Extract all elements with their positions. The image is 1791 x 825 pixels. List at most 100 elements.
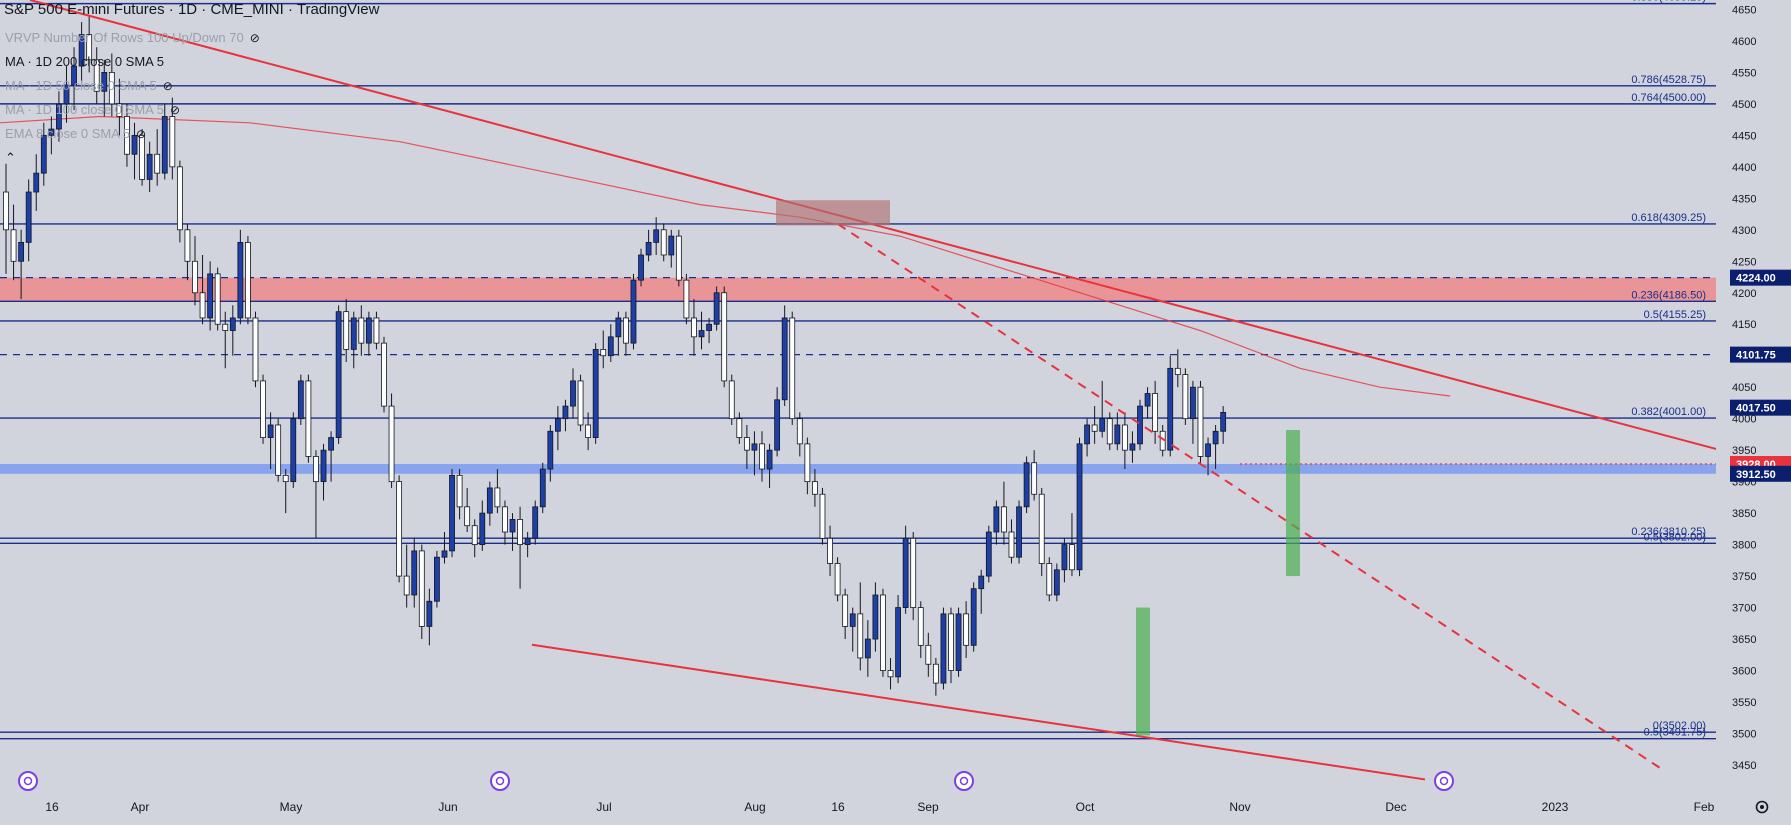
candle (932, 657, 939, 696)
candle-body-down (494, 487, 501, 508)
eye-hidden-icon[interactable]: ⊘ (169, 103, 181, 117)
chart-title: S&P 500 E-mini Futures · 1D · CME_MINI ·… (4, 1, 380, 18)
candle (93, 47, 100, 104)
candle (554, 406, 561, 451)
candle (373, 311, 380, 350)
candle (502, 500, 508, 545)
indicator-ma100[interactable]: MA · 1D 100 close 0 SMA 5 ⊘ (5, 98, 260, 122)
y-axis-tick-label: 4150 (1732, 319, 1756, 331)
candle (486, 481, 493, 526)
candle (396, 475, 403, 583)
candle-body-up (1220, 411, 1227, 432)
x-axis-tick-label: Jun (438, 800, 457, 814)
indicator-ma200[interactable]: MA · 1D 200 close 0 SMA 5 (5, 50, 260, 74)
fib-level-label: 0.236(4186.50) (1631, 289, 1706, 301)
candle (789, 311, 796, 425)
y-axis-tick-label: 3750 (1732, 571, 1756, 583)
candle-body-up (33, 172, 40, 193)
candle (434, 550, 440, 608)
y-axis-tick-label: 4050 (1732, 382, 1756, 394)
lower-trend-line (531, 643, 1426, 781)
candle-body-down (184, 229, 191, 262)
candle (1182, 368, 1189, 425)
x-axis-tick-label: Sep (917, 800, 939, 814)
candle-body-down (1152, 393, 1159, 432)
candle-body-down (1174, 367, 1181, 376)
eye-hidden-icon[interactable]: ⊘ (136, 127, 147, 141)
candle (517, 506, 523, 589)
candle-body-down (728, 380, 735, 420)
y-axis-tick-label: 4300 (1732, 225, 1756, 237)
gear-icon-center (1760, 805, 1764, 809)
candle (645, 229, 652, 262)
candle (1129, 431, 1136, 463)
candle (970, 582, 977, 652)
candle (214, 267, 221, 331)
candle-body-down (169, 116, 176, 168)
candle (403, 544, 410, 608)
candle (237, 229, 244, 325)
candle (630, 273, 637, 350)
indicator-label: MA · 1D 200 close 0 SMA 5 (5, 54, 164, 69)
candle (925, 632, 932, 677)
candle-body-down (925, 644, 932, 665)
candle-body-down (857, 613, 864, 659)
candle-body-up (1053, 569, 1060, 596)
candle (335, 305, 342, 444)
candle-body-up (365, 317, 372, 344)
candle-body-down (1197, 386, 1204, 457)
candle-body-up (615, 317, 622, 338)
candle (1121, 412, 1128, 470)
candle-body-down (93, 59, 100, 92)
candle-body-down (192, 260, 198, 294)
price-tag-label: 4224.00 (1736, 273, 1776, 285)
price-tag-bg (1730, 269, 1791, 286)
candle-body-up (229, 317, 236, 331)
indicator-vrvp[interactable]: VRVP Number Of Rows 100 Up/Down 70 ⊘ (5, 26, 260, 50)
y-axis-tick-label: 4400 (1732, 162, 1756, 174)
candle (834, 557, 841, 602)
candle (1084, 418, 1090, 457)
candle (184, 223, 191, 281)
candle (267, 412, 274, 470)
eye-hidden-icon[interactable]: ⊘ (249, 31, 260, 45)
fib-level-label: 0.5(3802.00) (1644, 531, 1706, 543)
candle-body-down (623, 317, 629, 344)
collapse-chevron-icon[interactable]: ⌃ (5, 150, 16, 165)
gear-icon[interactable] (1755, 800, 1769, 814)
candle-body-down (373, 317, 380, 344)
candle (880, 588, 886, 677)
candle-body-down (343, 311, 350, 350)
candle (456, 469, 463, 520)
candle (282, 469, 289, 514)
eye-hidden-icon[interactable]: ⊘ (162, 79, 173, 93)
candle (1144, 387, 1151, 419)
candle (691, 299, 697, 356)
candle-body-up (993, 506, 1000, 533)
y-axis-tick-label: 3550 (1732, 697, 1756, 709)
candle (585, 412, 592, 451)
indicator-ma50[interactable]: MA · 1D 50 close 0 SMA 5 ⊘ (5, 74, 260, 98)
dividend-icon-circle (490, 771, 510, 791)
candle (728, 374, 735, 425)
indicator-ema8[interactable]: EMA 8 close 0 SMA 5 ⊘ (5, 122, 260, 146)
gear-icon-ring (1755, 800, 1769, 814)
candle-body-up (902, 537, 909, 608)
candle-body-up (1190, 386, 1196, 420)
candle-body-up (56, 103, 62, 130)
candle-body-up (774, 399, 781, 451)
candle (902, 525, 909, 614)
candle (842, 588, 849, 640)
candle-body-down (139, 134, 145, 180)
candle-body-down (381, 342, 387, 407)
candle (358, 305, 365, 356)
candle (1190, 380, 1196, 444)
candle-body-down (675, 235, 682, 281)
candle (910, 532, 917, 621)
candle-body-down (199, 292, 206, 319)
candle-body-up (207, 273, 214, 319)
candle-body-down (3, 191, 9, 231)
candle (388, 393, 395, 488)
